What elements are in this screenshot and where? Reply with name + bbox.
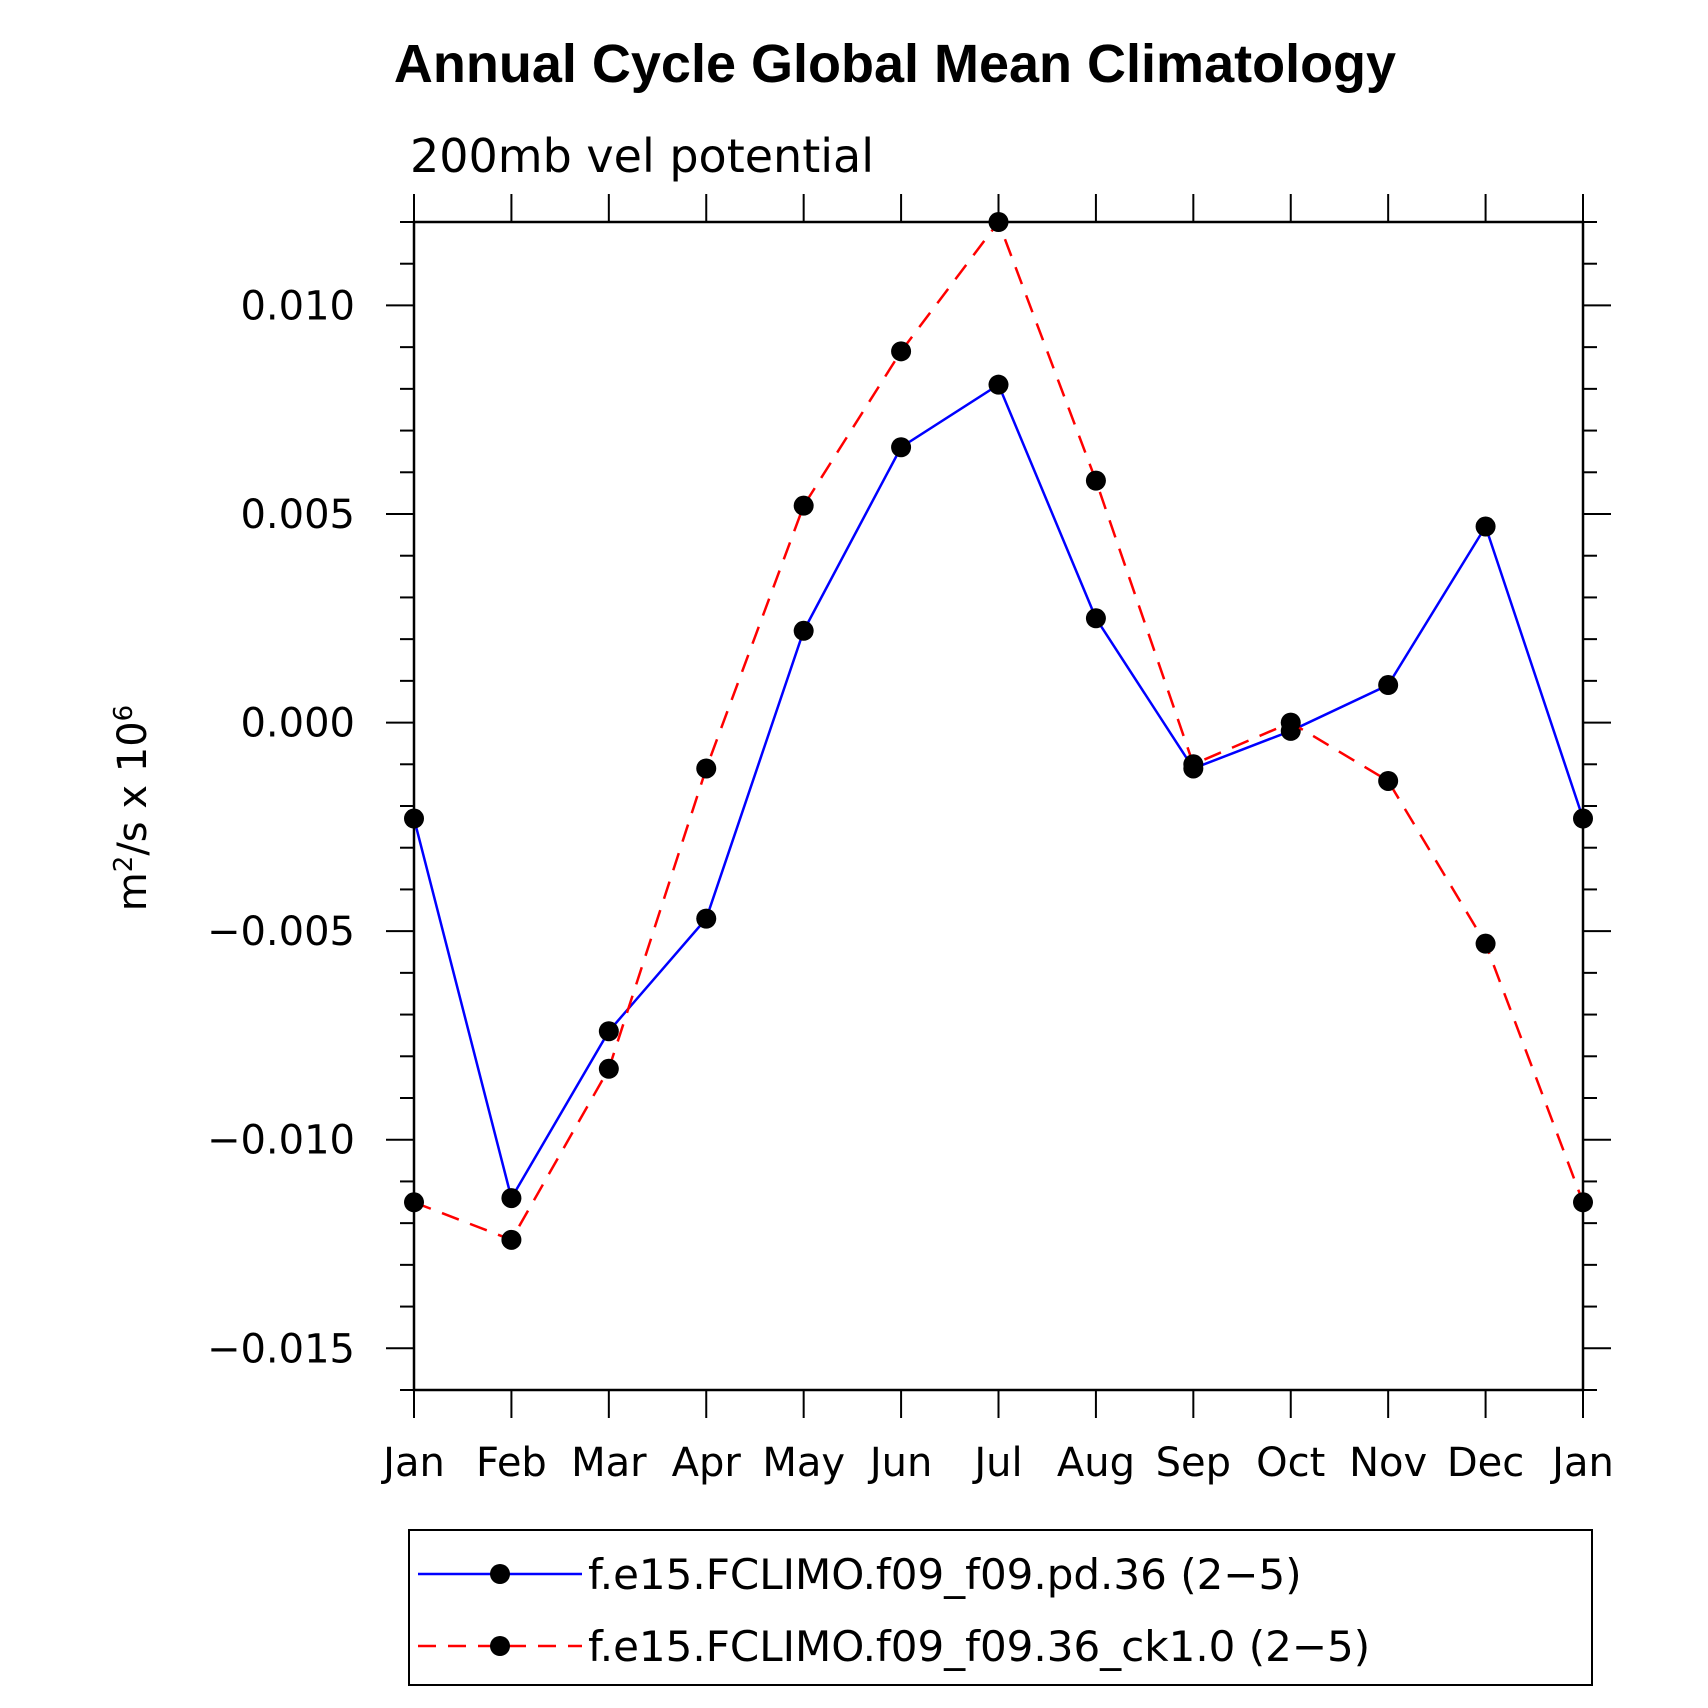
axes: −0.015 −0.010 −0.005 0.000 0.005 0.010 Jan Feb M… xyxy=(207,194,1614,1486)
series-line xyxy=(413,219,1585,1242)
data-point xyxy=(1085,608,1106,629)
legend-box xyxy=(408,1529,1593,1686)
x-tick-label: Mar xyxy=(571,1440,647,1486)
legend: f.e15.FCLIMO.f09_f09.pd.36 (2−5) f.e15.FC… xyxy=(408,1529,1593,1686)
chart-subtitle: 200mb vel potential xyxy=(410,129,874,183)
x-tick-label: Jan xyxy=(1549,1440,1614,1486)
x-tick-label: Nov xyxy=(1349,1440,1427,1486)
legend-label: f.e15.FCLIMO.f09_f09.36_ck1.0 (2−5) xyxy=(588,1622,1370,1671)
data-point xyxy=(793,620,814,641)
x-tick-label: Jun xyxy=(867,1440,933,1486)
data-point xyxy=(1378,770,1399,791)
x-tick-label: Sep xyxy=(1156,1440,1231,1486)
y-tick-label: 0.000 xyxy=(240,701,355,747)
legend-label: f.e15.FCLIMO.f09_f09.pd.36 (2−5) xyxy=(588,1550,1302,1599)
x-tick-label: Jul xyxy=(971,1440,1022,1486)
y-tick-label: 0.010 xyxy=(240,283,355,329)
x-tick-label: Aug xyxy=(1057,1440,1135,1486)
y-tick-label: 0.005 xyxy=(240,492,355,538)
data-point xyxy=(598,1058,619,1079)
y-tick-label: −0.005 xyxy=(207,909,355,955)
y-tick-label: −0.010 xyxy=(207,1118,355,1164)
data-point xyxy=(696,758,717,779)
data-point xyxy=(988,374,1009,395)
series-1 xyxy=(404,374,1593,1209)
data-point xyxy=(1475,933,1496,954)
data-point xyxy=(598,1021,619,1042)
legend-marker xyxy=(490,1636,510,1656)
data-point xyxy=(891,437,912,458)
plot-area xyxy=(404,212,1593,1250)
data-point xyxy=(793,495,814,516)
series-2 xyxy=(404,212,1593,1250)
legend-marker xyxy=(490,1564,510,1584)
chart-title: Annual Cycle Global Mean Climatology xyxy=(394,34,1396,94)
data-point xyxy=(1475,516,1496,537)
data-point xyxy=(1183,754,1204,775)
series-line xyxy=(412,382,1585,1202)
y-tick-label: −0.015 xyxy=(207,1326,355,1372)
data-point xyxy=(501,1188,522,1209)
x-tick-label: Dec xyxy=(1447,1440,1524,1486)
y-axis-label: m2/s x 106 xyxy=(109,705,156,911)
x-tick-label: Apr xyxy=(672,1440,742,1486)
x-tick-label: Oct xyxy=(1256,1440,1325,1486)
data-point xyxy=(891,341,912,362)
data-point xyxy=(1280,712,1301,733)
x-tick-label: May xyxy=(762,1440,845,1486)
data-point xyxy=(1085,470,1106,491)
x-tick-label: Jan xyxy=(380,1440,445,1486)
y-axis-label-text: m2/s x 106 xyxy=(109,705,156,911)
data-point xyxy=(696,908,717,929)
x-tick-label: Feb xyxy=(476,1440,547,1486)
data-point xyxy=(501,1229,522,1250)
plot-frame xyxy=(412,220,1585,1392)
data-point xyxy=(1378,675,1399,696)
